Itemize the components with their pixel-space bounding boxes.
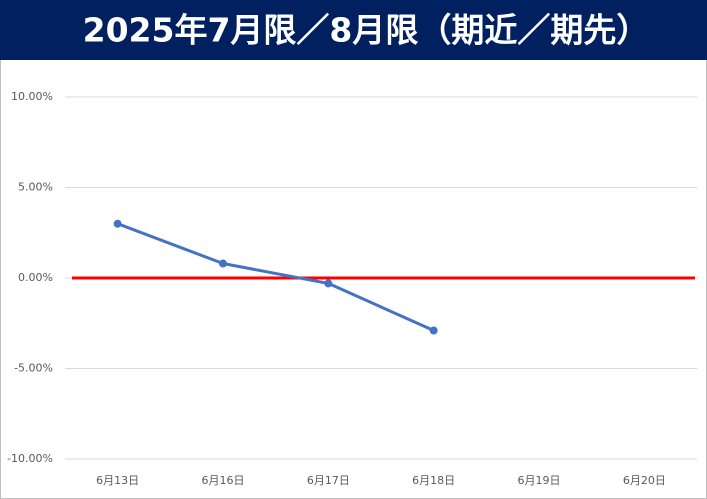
title-banner <box>0 0 707 60</box>
data-point <box>113 219 122 228</box>
data-point <box>429 326 438 335</box>
x-tick-label: 6月16日 <box>202 474 245 487</box>
x-tick-label: 6月13日 <box>96 474 139 487</box>
y-tick-label: -10.00% <box>7 452 53 465</box>
y-tick-label: 10.00% <box>11 90 53 103</box>
y-tick-label: 5.00% <box>18 181 53 194</box>
x-tick-label: 6月18日 <box>412 474 455 487</box>
series-line <box>117 222 435 332</box>
y-tick-label: 0.00% <box>18 271 53 284</box>
y-tick-label: -5.00% <box>14 362 53 375</box>
x-tick-label: 6月19日 <box>518 474 561 487</box>
chart-title: 2025年7月限／8月限（期近／期先） <box>83 11 650 50</box>
data-point <box>324 279 333 288</box>
data-point <box>219 259 227 268</box>
x-tick-label: 6月17日 <box>307 474 350 487</box>
x-tick-label: 6月20日 <box>623 474 666 487</box>
